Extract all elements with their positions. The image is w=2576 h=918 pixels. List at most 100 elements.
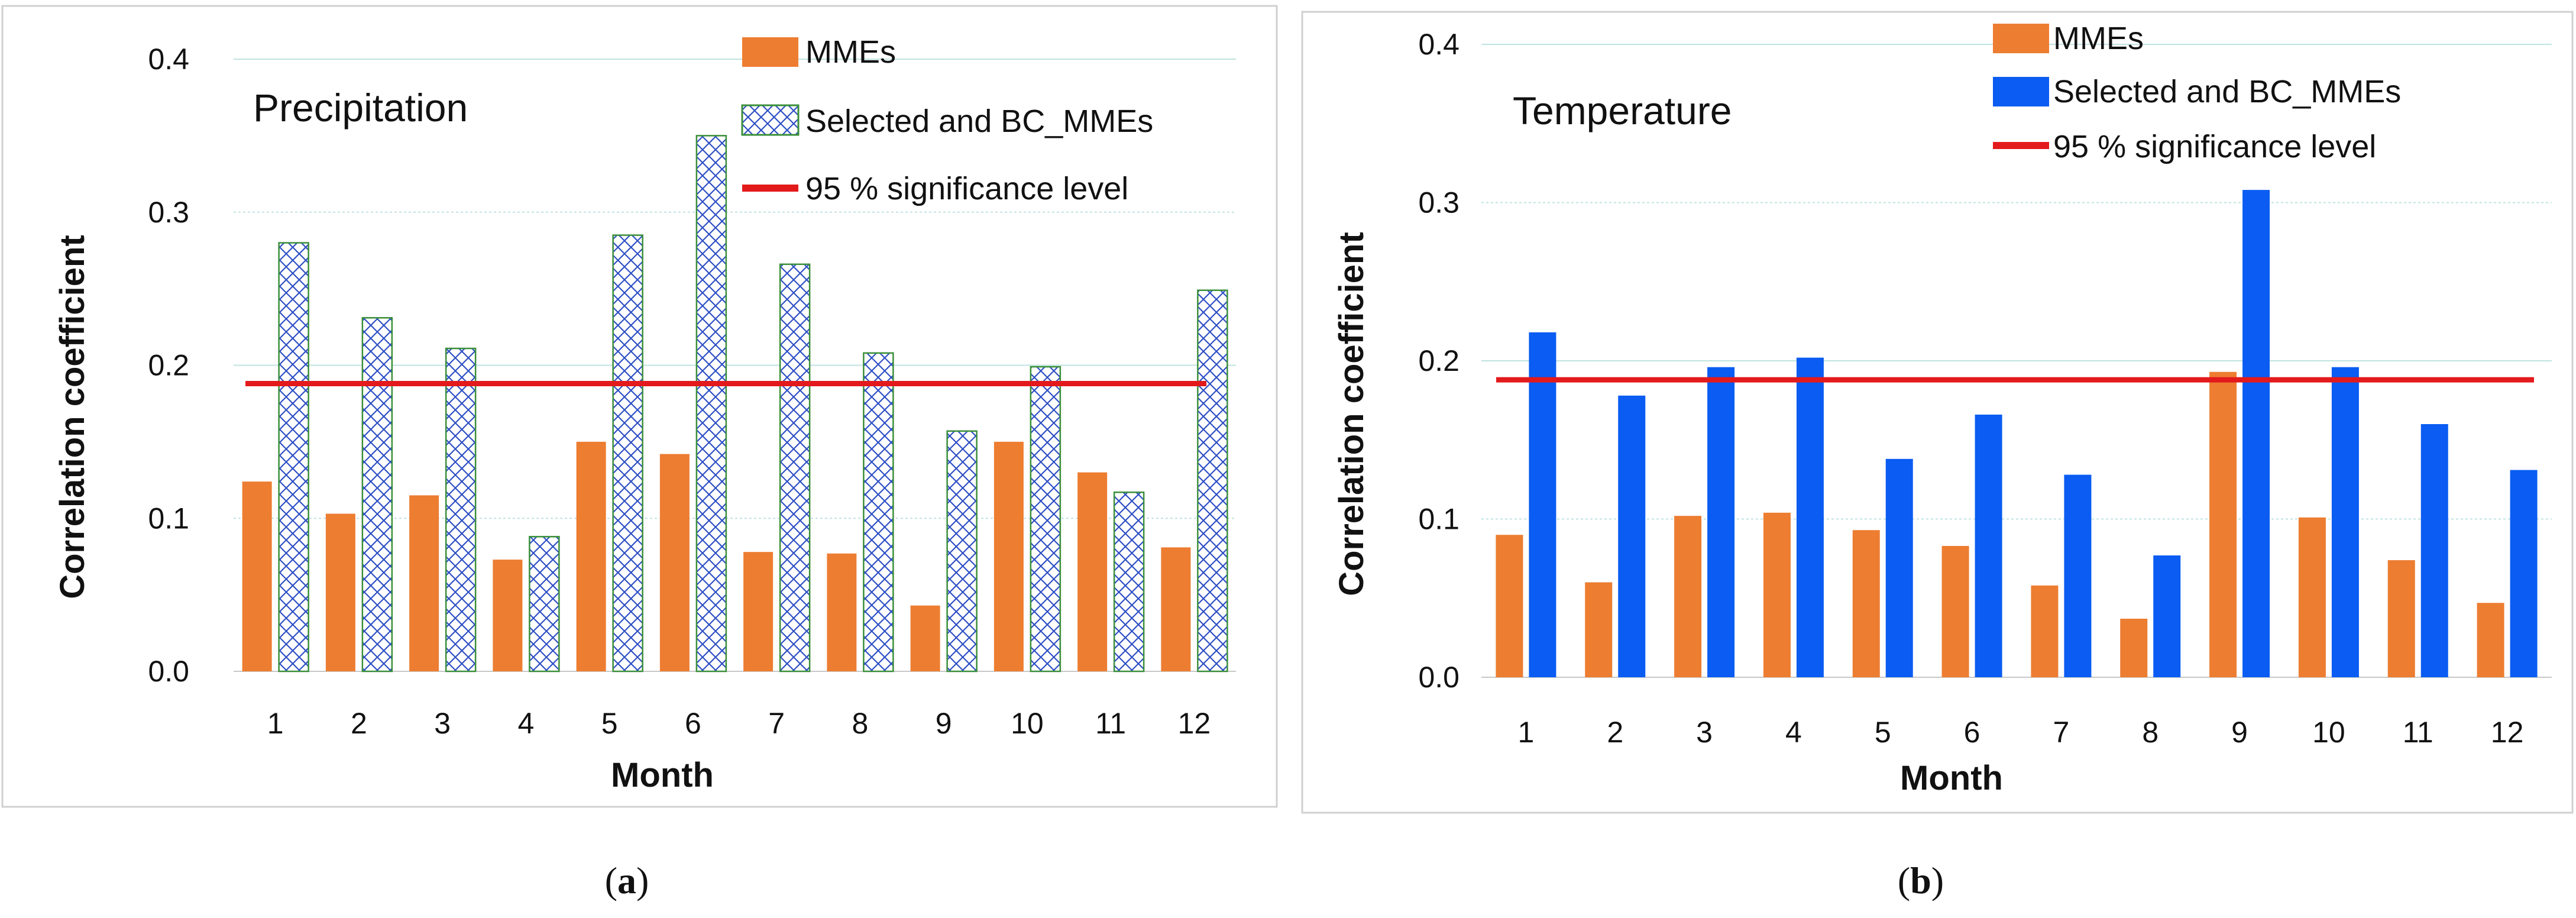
bar-selected-bc-mmes-month-4	[1796, 357, 1824, 677]
x-axis-title: Month	[611, 756, 714, 794]
x-tick-label: 12	[1178, 707, 1211, 740]
x-tick-labels: 1 2 3 4 5 6 7 8 9 10 11 12	[1518, 716, 2524, 749]
panel-precipitation: 0.00.10.20.30.4 1 2 3 4 5 6 7 8 9 10 11 12 Precipit…	[1, 5, 1278, 808]
bar-selected-bc-mmes-month-7	[779, 263, 811, 673]
x-tick-label: 1	[267, 707, 284, 740]
bar-mmes-month-5	[1852, 530, 1880, 677]
legend-swatch-selected	[1993, 77, 2049, 106]
bar-selected-bc-mmes-month-8	[2153, 555, 2181, 677]
panel-border	[1301, 11, 2574, 814]
bar-mmes-month-6	[1941, 545, 1969, 677]
y-tick-label: 0.1	[148, 502, 189, 535]
bar-selected-bc-mmes-month-2	[1618, 395, 1646, 677]
bar-mmes-month-7	[2031, 585, 2059, 677]
bar-mmes-month-8	[827, 553, 857, 671]
bar-selected-bc-mmes-month-5	[1885, 458, 1913, 677]
x-tick-label: 9	[2231, 716, 2248, 749]
legend-swatch-mmes	[1993, 24, 2049, 53]
bar-mmes-month-12	[1161, 547, 1191, 671]
bar-selected-bc-mmes-month-11	[2420, 424, 2448, 677]
y-axis-title: Correlation coefficient	[1332, 232, 1371, 596]
y-tick-label: 0.1	[1418, 503, 1459, 536]
bar-selected-bc-mmes-month-6	[695, 135, 727, 673]
bar-selected-bc-mmes-month-8	[863, 352, 894, 673]
x-tick-label: 8	[852, 707, 868, 740]
legend-label-mmes: MMEs	[2053, 21, 2144, 56]
panel-title: Temperature	[1513, 89, 1732, 132]
panel-title: Precipitation	[253, 86, 468, 130]
grid-lines	[234, 59, 1236, 672]
bar-selected-bc-mmes-month-7	[2064, 474, 2092, 677]
y-tick-label: 0.3	[148, 196, 189, 229]
legend-swatch-mmes	[742, 37, 798, 67]
bar-mmes-month-3	[409, 495, 439, 671]
bar-mmes-month-2	[1585, 582, 1613, 677]
x-tick-label: 10	[1011, 707, 1044, 740]
bar-selected-bc-mmes-month-1	[278, 242, 309, 673]
bar-mmes-month-6	[659, 454, 690, 671]
bar-mmes-month-1	[242, 481, 272, 671]
x-tick-label: 11	[1095, 707, 1126, 740]
bar-selected-bc-mmes-month-12	[1197, 289, 1228, 673]
bar-mmes-month-9	[910, 605, 940, 671]
bar-selected-bc-mmes-month-4	[529, 536, 560, 673]
x-tick-label: 5	[601, 707, 618, 740]
x-tick-label: 11	[2403, 716, 2433, 749]
x-axis-title: Month	[1900, 759, 2003, 797]
y-tick-label: 0.0	[1418, 661, 1459, 694]
x-tick-label: 12	[2491, 716, 2524, 749]
bar-mmes-month-4	[1763, 512, 1791, 677]
y-tick-label: 0.3	[1418, 186, 1459, 219]
y-tick-label: 0.4	[1418, 28, 1459, 61]
bar-mmes-month-12	[2477, 603, 2504, 677]
x-tick-label: 9	[936, 707, 952, 740]
x-tick-label: 8	[2142, 716, 2158, 749]
bar-selected-bc-mmes-month-11	[1113, 492, 1145, 673]
y-tick-labels: 0.0 0.1 0.2 0.3 0.4	[148, 43, 189, 688]
bar-selected-bc-mmes-month-9	[2242, 190, 2270, 678]
legend-label-selected: Selected and BC_MMEs	[805, 104, 1153, 139]
bar-mmes-month-3	[1674, 516, 1702, 677]
legend-swatch-selected	[741, 104, 800, 136]
x-tick-label: 4	[1785, 716, 1802, 749]
bar-mmes-month-10	[2298, 517, 2326, 677]
bar-mmes-month-7	[743, 552, 774, 671]
legend-label-significance: 95 % significance level	[805, 171, 1128, 206]
bar-mmes-month-8	[2120, 619, 2148, 677]
x-tick-label: 2	[1607, 716, 1623, 749]
legend: MMEs Selected and BC_MMEs 95 % significa…	[741, 34, 1153, 206]
bar-mmes-month-2	[325, 513, 355, 671]
x-tick-label: 3	[1696, 716, 1713, 749]
bar-selected-bc-mmes-month-12	[2510, 470, 2538, 677]
bar-mmes-month-4	[493, 560, 523, 671]
y-tick-label: 0.2	[1418, 344, 1459, 377]
bar-selected-bc-mmes-month-9	[946, 430, 978, 673]
y-tick-label: 0.4	[148, 43, 189, 76]
bar-mmes-month-1	[1496, 535, 1523, 677]
bars	[1496, 190, 2538, 678]
x-tick-label: 7	[2053, 716, 2070, 749]
grid-lines	[1481, 44, 2552, 678]
caption-a: (a)	[605, 859, 649, 901]
legend-label-mmes: MMEs	[805, 34, 896, 70]
bar-mmes-month-11	[1077, 472, 1108, 671]
x-tick-label: 7	[768, 707, 785, 740]
bar-mmes-month-11	[2387, 560, 2415, 677]
bar-mmes-month-10	[993, 441, 1024, 671]
bars	[242, 135, 1228, 673]
bar-selected-bc-mmes-month-1	[1529, 332, 1556, 677]
bar-mmes-month-9	[2209, 371, 2237, 677]
x-tick-label: 2	[351, 707, 367, 740]
bar-mmes-month-5	[576, 441, 606, 671]
x-tick-label: 6	[1964, 716, 1980, 749]
x-tick-label: 10	[2312, 716, 2345, 749]
y-tick-label: 0.0	[148, 655, 189, 688]
bar-selected-bc-mmes-month-3	[1707, 367, 1735, 677]
bar-selected-bc-mmes-month-3	[445, 347, 477, 673]
x-tick-label: 4	[517, 707, 534, 740]
bar-selected-bc-mmes-month-5	[612, 234, 643, 673]
bar-selected-bc-mmes-month-2	[361, 317, 393, 673]
bar-selected-bc-mmes-month-6	[1975, 414, 2002, 677]
x-tick-label: 5	[1875, 716, 1891, 749]
